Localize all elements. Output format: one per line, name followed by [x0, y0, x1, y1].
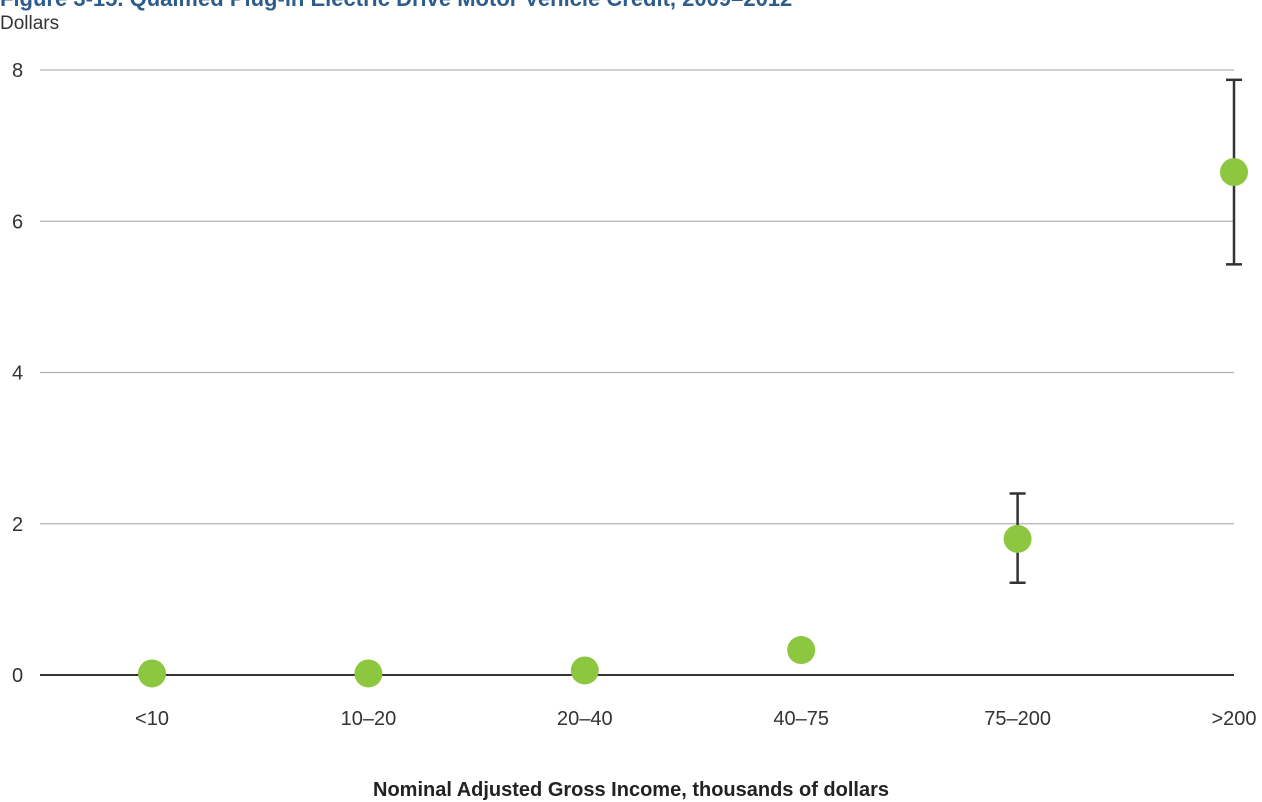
x-axis-ticks: <10 10–20 20–40 40–75 75–200 >200 — [135, 708, 1257, 730]
x-tick-label: 10–20 — [341, 708, 397, 730]
y-tick-label: 4 — [12, 363, 23, 385]
x-tick-label: 75–200 — [984, 708, 1051, 730]
x-axis-label: Nominal Adjusted Gross Income, thousands… — [373, 779, 889, 801]
y-tick-label: 2 — [12, 514, 23, 536]
x-tick-label: 20–40 — [557, 708, 613, 730]
x-tick-label: >200 — [1211, 708, 1256, 730]
x-tick-label: 40–75 — [773, 708, 829, 730]
data-point — [138, 659, 166, 688]
chart-title: Figure 3-15. Qualified Plug-in Electric … — [0, 0, 792, 11]
x-tick-label: <10 — [135, 708, 169, 730]
y-tick-label: 6 — [12, 211, 23, 233]
y-tick-label: 0 — [12, 665, 23, 687]
data-point — [570, 656, 599, 685]
y-tick-label: 8 — [12, 60, 23, 82]
y-axis-ticks: 0 2 4 6 8 — [12, 60, 23, 687]
data-point — [354, 659, 383, 688]
data-point — [787, 636, 816, 665]
gridlines — [40, 69, 1234, 676]
data-point — [1220, 158, 1248, 187]
y-axis-unit-label: Dollars — [0, 13, 59, 34]
data-points — [138, 158, 1248, 688]
data-point — [1003, 524, 1032, 553]
error-bars — [1009, 78, 1242, 584]
